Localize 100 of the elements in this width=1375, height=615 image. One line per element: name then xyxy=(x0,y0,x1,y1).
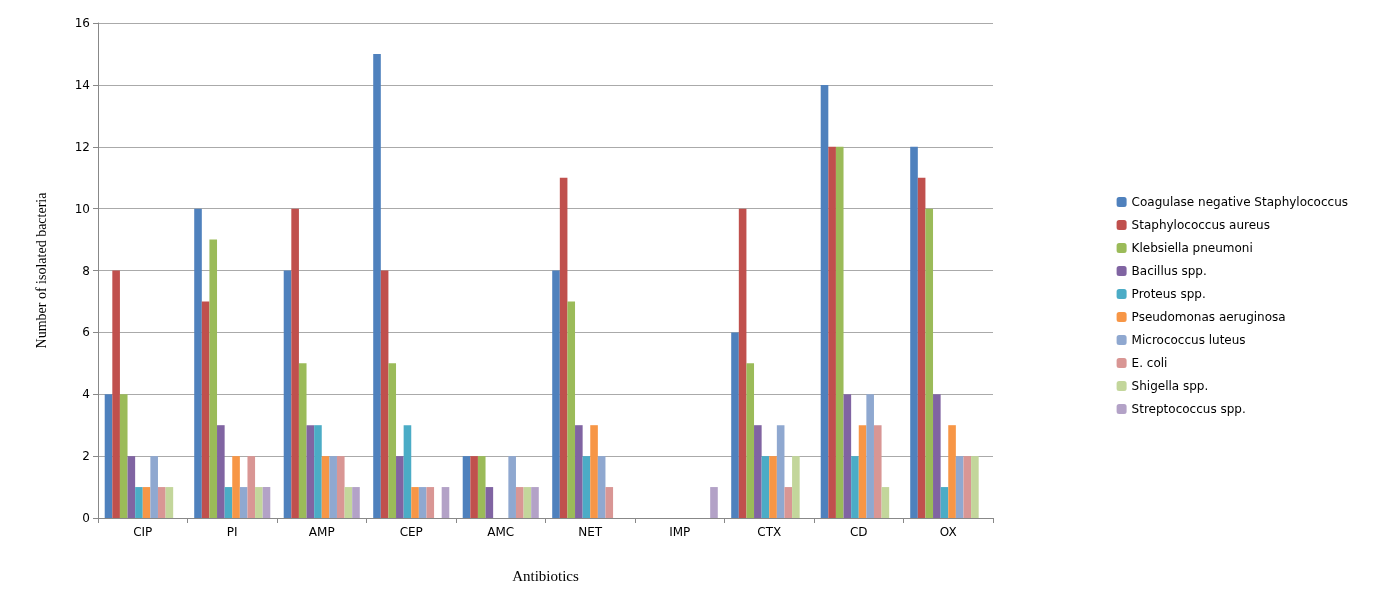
bar xyxy=(127,456,136,518)
bar xyxy=(165,487,174,518)
bar xyxy=(201,301,210,518)
x-tick-label: PI xyxy=(226,525,238,539)
legend-label: Coagulase negative Staphylococcus xyxy=(1131,195,1349,209)
bar xyxy=(247,456,256,518)
bar xyxy=(820,84,829,518)
bar xyxy=(605,487,614,518)
bar xyxy=(948,425,956,518)
y-tick-label: 2 xyxy=(82,449,90,464)
x-tick-label: CD xyxy=(849,525,868,539)
bar xyxy=(135,487,143,518)
bar xyxy=(754,425,762,518)
bar xyxy=(917,177,926,518)
bar xyxy=(925,208,934,518)
bar xyxy=(426,487,435,518)
bar xyxy=(441,487,450,518)
legend-label: E. coli xyxy=(1131,356,1168,370)
bar xyxy=(298,363,307,518)
bar xyxy=(470,456,478,518)
bar xyxy=(283,270,292,518)
x-tick-label: CTX xyxy=(757,525,782,539)
bar xyxy=(531,487,539,518)
x-tick-label: CEP xyxy=(399,525,423,539)
bar xyxy=(255,487,263,518)
bar xyxy=(477,456,486,518)
bar xyxy=(380,270,389,518)
bar xyxy=(955,456,964,518)
bar xyxy=(835,146,844,518)
bar xyxy=(388,363,397,518)
legend-label: Klebsiella pneumoni xyxy=(1131,241,1253,255)
bar xyxy=(396,456,404,518)
legend-label: Shigella spp. xyxy=(1131,379,1209,393)
bar xyxy=(933,394,941,518)
x-tick-label: IMP xyxy=(669,525,691,539)
bar xyxy=(403,425,412,518)
bar xyxy=(881,487,890,518)
bar xyxy=(232,456,240,518)
bar xyxy=(314,425,322,518)
bar xyxy=(761,456,770,518)
bar xyxy=(485,487,494,518)
legend-label: Proteus spp. xyxy=(1131,287,1206,301)
y-tick-label: 16 xyxy=(74,16,90,30)
bar xyxy=(336,456,345,518)
bar xyxy=(866,394,874,518)
bar xyxy=(104,394,113,518)
bar xyxy=(567,301,576,518)
bar xyxy=(373,53,381,518)
bar xyxy=(910,146,918,518)
y-tick-label: 8 xyxy=(82,263,90,278)
bar xyxy=(523,487,532,518)
bar xyxy=(194,208,202,518)
y-tick-label: 12 xyxy=(74,139,90,154)
bar xyxy=(575,425,583,518)
bar xyxy=(851,456,859,518)
x-tick-label: OX xyxy=(939,525,957,539)
legend-label: Streptococcus spp. xyxy=(1131,402,1246,416)
bar xyxy=(157,487,166,518)
bar xyxy=(508,456,516,518)
x-axis-title: Antibiotics xyxy=(512,567,579,584)
bar xyxy=(590,425,598,518)
bar xyxy=(217,425,225,518)
bar xyxy=(418,487,427,518)
bar xyxy=(738,208,747,518)
bar xyxy=(321,456,330,518)
y-axis-title: Number of isolated bacteria xyxy=(33,191,49,349)
bar xyxy=(971,456,979,518)
bar xyxy=(559,177,568,518)
bar xyxy=(776,425,785,518)
y-tick-label: 6 xyxy=(82,325,90,340)
bar xyxy=(344,487,353,518)
bar xyxy=(209,239,218,518)
bar xyxy=(940,487,949,518)
legend-label: Pseudomonas aeruginosa xyxy=(1131,310,1286,324)
bar xyxy=(142,487,151,518)
bar xyxy=(710,487,718,518)
bar xyxy=(239,487,248,518)
x-tick-label: NET xyxy=(578,525,603,539)
x-tick-label: CIP xyxy=(133,525,153,539)
bar xyxy=(731,332,739,518)
bar xyxy=(843,394,852,518)
bar xyxy=(873,425,882,518)
bar xyxy=(329,456,337,518)
bar xyxy=(112,270,120,518)
y-tick-label: 10 xyxy=(74,201,90,216)
bar xyxy=(411,487,419,518)
bar xyxy=(306,425,315,518)
bar xyxy=(858,425,867,518)
legend-label: Staphylococcus aureus xyxy=(1131,218,1270,232)
bar xyxy=(582,456,591,518)
bar xyxy=(769,456,777,518)
bar xyxy=(352,487,360,518)
bar xyxy=(462,456,471,518)
x-tick-label: AMC xyxy=(487,525,515,539)
y-tick-label: 0 xyxy=(82,511,90,525)
bar xyxy=(262,487,271,518)
legend-label: Micrococcus luteus xyxy=(1131,333,1246,347)
y-tick-label: 4 xyxy=(82,387,90,402)
bar xyxy=(597,456,606,518)
legend-label: Bacillus spp. xyxy=(1131,264,1207,278)
